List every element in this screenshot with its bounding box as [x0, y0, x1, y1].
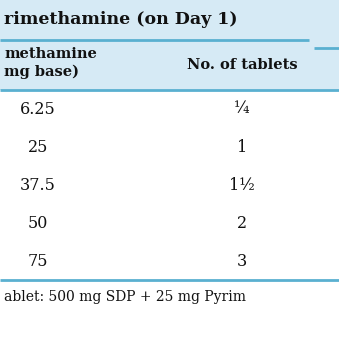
Bar	[0, 90, 339, 280]
Text: 3: 3	[237, 253, 247, 270]
Text: 2: 2	[237, 215, 247, 232]
Text: 37.5: 37.5	[20, 177, 56, 194]
Text: 50: 50	[28, 215, 48, 232]
Text: 1½: 1½	[229, 177, 255, 194]
Text: mg base): mg base)	[4, 65, 79, 79]
Text: 25: 25	[28, 139, 48, 156]
Bar	[0, 280, 339, 339]
Text: No. of tablets: No. of tablets	[187, 58, 297, 72]
Text: 6.25: 6.25	[20, 100, 56, 118]
Text: ¼: ¼	[234, 100, 250, 118]
Text: 75: 75	[28, 253, 48, 270]
Text: ablet: 500 mg SDP + 25 mg Pyrim: ablet: 500 mg SDP + 25 mg Pyrim	[4, 290, 246, 304]
Text: 1: 1	[237, 139, 247, 156]
Text: rimethamine (on Day 1): rimethamine (on Day 1)	[4, 12, 238, 28]
Text: methamine: methamine	[4, 47, 97, 61]
